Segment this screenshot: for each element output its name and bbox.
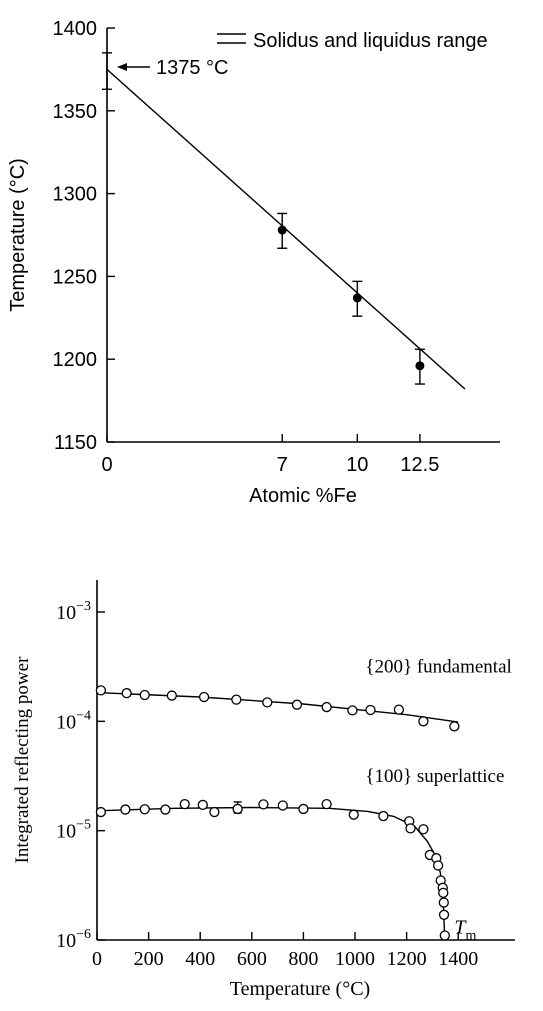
superlattice-data-point [432, 860, 444, 871]
data-point [277, 225, 287, 235]
superlattice-data-point [258, 799, 269, 810]
y-tick-label: 10−6 [56, 927, 91, 952]
legend-label: Solidus and liquidus range [253, 30, 488, 52]
superlattice-data-point [179, 798, 190, 810]
superlattice-data-point [298, 803, 309, 815]
fundamental-fit-curve [96, 691, 459, 723]
fundamental-data-point [418, 716, 429, 727]
bottom-y-axis-label: Integrated reflecting power [12, 656, 33, 863]
x-tick-label: 1000 [335, 948, 375, 970]
fundamental-data-point [365, 704, 376, 716]
y-tick-label: 1400 [53, 18, 98, 40]
bottom-y-ticks: 10−6 10−5 10−4 10−3 [56, 599, 105, 952]
annotation-arrowhead [117, 63, 127, 71]
y-tick-label: 10−5 [56, 818, 91, 843]
top-plot-marks [102, 52, 466, 390]
x-tick-label: 12.5 [400, 454, 439, 476]
superlattice-data-point [418, 824, 429, 835]
superlattice-data-point [209, 806, 220, 818]
superlattice-data-point [232, 803, 243, 815]
fundamental-data-point [291, 699, 303, 710]
y-tick-label: 10−4 [56, 708, 91, 733]
superlattice-data-point [197, 799, 208, 811]
fundamental-data-point [449, 721, 460, 732]
superlattice-data-point [120, 804, 131, 815]
fundamental-data-point [262, 697, 273, 708]
superlattice-fit-curve [96, 806, 446, 941]
fundamental-series-label: {200} fundamental [365, 656, 511, 677]
superlattice-data-point [438, 897, 449, 908]
superlattice-data-point [321, 798, 332, 810]
y-tick-label: 1150 [54, 432, 97, 454]
superlattice-data-point [160, 804, 171, 815]
superlattice-data-point [348, 809, 359, 820]
bottom-plot-marks: {200} fundamental {100} superlattice Tm [95, 656, 512, 943]
data-point [352, 293, 362, 303]
top-x-ticks: 0 7 10 12.5 [101, 434, 439, 476]
y-tick-label: 10−3 [56, 599, 91, 624]
bottom-chart: 10−6 10−5 10−4 10−3 0 200 400 600 800 1000 1200 14… [12, 580, 515, 1000]
top-x-axis-label: Atomic %Fe [249, 485, 357, 507]
fundamental-data-point [321, 701, 332, 713]
top-y-ticks: 1150 1200 1250 1300 1350 1400 [53, 18, 115, 454]
top-y-axis-label: Temperature (°C) [7, 158, 29, 312]
superlattice-data-point [277, 800, 288, 811]
fundamental-data-point [139, 689, 150, 701]
y-tick-label: 1350 [53, 101, 98, 123]
superlattice-series-label: {100} superlattice [365, 766, 504, 787]
superlattice-data-point [438, 909, 450, 920]
x-tick-label: 800 [288, 948, 318, 970]
top-legend: Solidus and liquidus range [217, 30, 488, 52]
superlattice-data-point [438, 887, 449, 898]
fundamental-data-point [121, 688, 132, 699]
x-tick-label: 400 [185, 948, 215, 970]
annotation-label: 1375 °C [156, 57, 229, 79]
x-tick-label: 0 [101, 454, 112, 476]
superlattice-data-point [95, 806, 107, 818]
fundamental-data-point [393, 704, 405, 715]
y-tick-label: 1200 [53, 349, 98, 371]
x-tick-label: 7 [277, 454, 288, 476]
y-tick-label: 1300 [53, 184, 98, 206]
data-point [415, 361, 425, 371]
melting-temperature-label: Tm [454, 916, 476, 943]
x-tick-label: 600 [237, 948, 267, 970]
fundamental-data-point [95, 685, 107, 696]
x-tick-label: 0 [92, 948, 102, 970]
bottom-axes [96, 580, 515, 941]
superlattice-data-point [139, 804, 150, 815]
superlattice-data-point [439, 930, 450, 941]
superlattice-data-point [378, 810, 389, 822]
top-axes [106, 28, 500, 443]
fundamental-data-point [198, 691, 210, 703]
arrow-annotation: 1375 °C [117, 57, 229, 79]
x-tick-label: 1400 [438, 948, 478, 970]
top-chart: 1150 1200 1250 1300 1350 1400 0 7 10 12.5 Temper… [7, 18, 500, 507]
fundamental-data-point [166, 690, 177, 701]
bottom-x-ticks: 0 200 400 600 800 1000 1200 1400 [92, 932, 478, 970]
y-tick-label: 1250 [53, 266, 98, 288]
x-tick-label: 200 [134, 948, 164, 970]
superlattice-data-point [405, 823, 416, 834]
x-tick-label: 10 [346, 454, 368, 476]
fundamental-data-point [231, 694, 242, 705]
bottom-x-axis-label: Temperature (°C) [230, 978, 370, 1000]
fundamental-data-point [347, 705, 358, 716]
x-tick-label: 1200 [387, 948, 427, 970]
